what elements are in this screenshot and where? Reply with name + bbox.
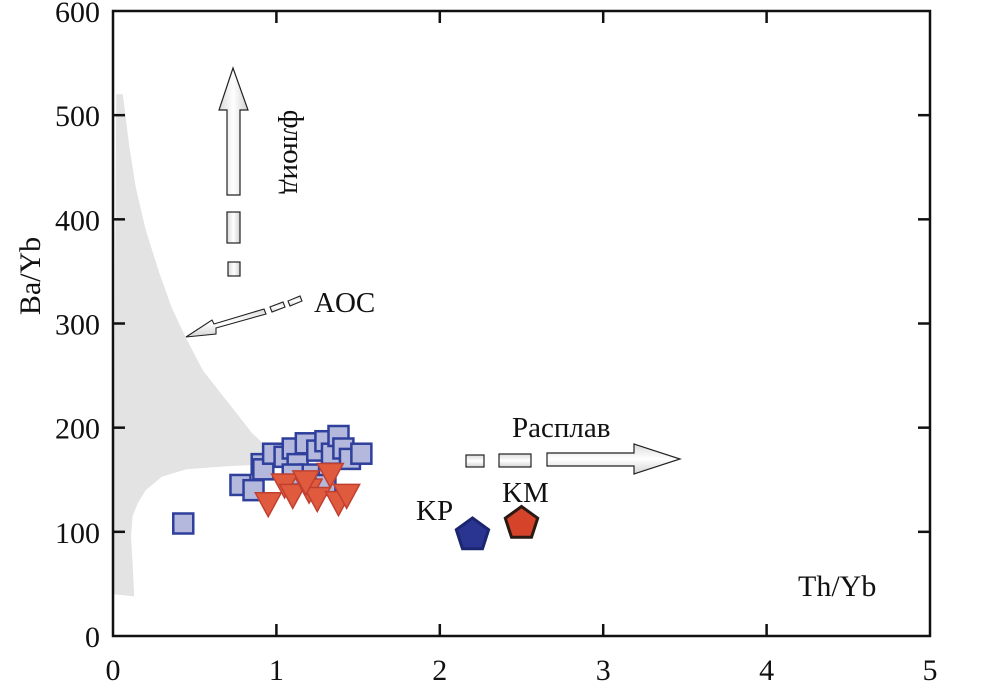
y-tick-label: 100: [55, 517, 100, 550]
x-tick-label: 2: [432, 654, 447, 687]
y-tick-label: 0: [85, 621, 100, 654]
melt-label: Расплав: [512, 412, 610, 444]
x-tick-label: 4: [759, 654, 774, 687]
aoc-field: [113, 94, 277, 597]
km-label: KM: [502, 477, 549, 509]
kp-label: KP: [416, 495, 453, 527]
triangle-marker: [291, 470, 321, 497]
x-tick-label: 0: [106, 654, 121, 687]
triangle-marker: [332, 483, 361, 510]
y-tick-label: 400: [55, 204, 100, 237]
data-marks: [172, 424, 540, 551]
triangle-marker: [316, 462, 345, 490]
triangle-marker: [253, 491, 283, 519]
y-tick-label: 600: [55, 0, 100, 29]
aoc-arrow: [185, 295, 303, 338]
fluid-arrow: [218, 66, 249, 277]
km-point: [503, 504, 540, 539]
square-marker: [350, 442, 373, 465]
aoc-label: AOC: [314, 287, 375, 319]
square-marker: [172, 512, 195, 535]
x-tick-label: 5: [923, 654, 938, 687]
y-tick-label: 200: [55, 413, 100, 446]
x-tick-label: 3: [596, 654, 611, 687]
triangle-marker: [302, 486, 332, 514]
y-axis-label: Ba/Yb: [14, 237, 47, 315]
x-axis-label: Th/Yb: [798, 570, 876, 603]
kp-point: [454, 516, 491, 551]
triangle-marker: [278, 483, 307, 510]
x-tick-label: 1: [269, 654, 284, 687]
fluid-label: флюид: [277, 110, 309, 195]
axis-ticks: 0 1 2 3 4 5 0 100 200 300 400 500 600: [55, 0, 938, 687]
melt-arrow: [465, 443, 682, 475]
y-tick-label: 300: [55, 309, 100, 342]
y-tick-label: 500: [55, 100, 100, 133]
